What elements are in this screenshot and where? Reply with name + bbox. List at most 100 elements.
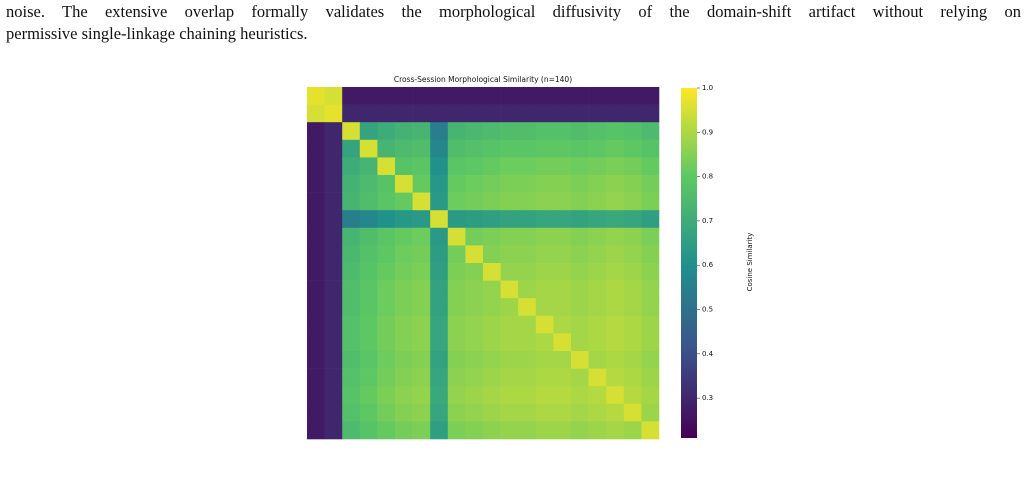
heatmap-cell (500, 227, 519, 246)
heatmap-cell (324, 210, 343, 229)
heatmap-cell (307, 263, 325, 281)
heatmap-cell (324, 403, 343, 422)
heatmap-cell (359, 386, 378, 405)
heatmap-cell (447, 421, 466, 440)
heatmap-cell (571, 245, 589, 264)
heatmap-cell (324, 245, 343, 264)
heatmap-cell (518, 157, 537, 176)
heatmap-cell (623, 87, 642, 105)
heatmap-cell (535, 368, 554, 387)
heatmap-cell (483, 368, 501, 387)
heatmap-cell (500, 139, 519, 158)
heatmap-cell (430, 298, 449, 317)
heatmap-cell (359, 157, 378, 176)
heatmap-cell (606, 403, 625, 422)
heatmap-cell (377, 139, 396, 158)
heatmap-cell (342, 192, 361, 211)
heatmap-cell (571, 104, 589, 123)
heatmap-cell (342, 263, 361, 281)
heatmap-cell (377, 157, 396, 176)
heatmap-cell (553, 157, 572, 176)
heatmap-cell (606, 386, 625, 405)
heatmap-cell (588, 227, 607, 246)
heatmap-cell (377, 104, 396, 123)
heatmap-cell (324, 351, 343, 369)
heatmap-cell (307, 139, 325, 158)
heatmap-cell (553, 386, 572, 405)
heatmap-cell (412, 351, 431, 369)
heatmap-cell (359, 245, 378, 264)
heatmap-cell (342, 210, 361, 229)
heatmap-cell (518, 403, 537, 422)
heatmap-cell (623, 386, 642, 405)
heatmap-cell (518, 175, 537, 193)
heatmap-cell (553, 315, 572, 334)
heatmap-cell (588, 192, 607, 211)
heatmap-cell (447, 333, 466, 352)
heatmap-cell (553, 87, 572, 105)
heatmap-cell (430, 87, 449, 105)
heatmap-cell (430, 421, 449, 440)
heatmap-cell (623, 333, 642, 352)
heatmap-cell (606, 421, 625, 440)
heatmap-cell (324, 157, 343, 176)
heatmap-cell (395, 298, 413, 317)
heatmap-cell (395, 175, 413, 193)
heatmap-cell (307, 245, 325, 264)
heatmap-cell (395, 368, 413, 387)
heatmap-cell (588, 104, 607, 123)
heatmap-cell (465, 263, 484, 281)
heatmap-cell (342, 104, 361, 123)
heatmap-cell (430, 175, 449, 193)
heatmap-cell (377, 280, 396, 299)
heatmap-cell (571, 421, 589, 440)
heatmap-cell (483, 104, 501, 123)
heatmap-cell (518, 263, 537, 281)
heatmap-cell (518, 139, 537, 158)
colorbar (681, 88, 697, 438)
colorbar-label: Cosine Similarity (746, 233, 754, 292)
heatmap-cell (307, 210, 325, 229)
heatmap-cell (465, 104, 484, 123)
heatmap-cell (553, 351, 572, 369)
heatmap-cell (430, 157, 449, 176)
heatmap-cell (553, 333, 572, 352)
heatmap-cell (535, 87, 554, 105)
heatmap-cell (518, 280, 537, 299)
heatmap-cell (535, 421, 554, 440)
heatmap-cell (500, 280, 519, 299)
heatmap-cell (307, 386, 325, 405)
heatmap-cell (641, 263, 660, 281)
heatmap-cell (553, 245, 572, 264)
heatmap-cell (465, 351, 484, 369)
heatmap-cell (553, 227, 572, 246)
heatmap-cell (447, 368, 466, 387)
heatmap-cell (623, 368, 642, 387)
heatmap-cell (412, 421, 431, 440)
heatmap-cell (359, 403, 378, 422)
heatmap-cell (307, 122, 325, 141)
heatmap-cell (641, 227, 660, 246)
heatmap-cell (483, 210, 501, 229)
heatmap-cell (641, 245, 660, 264)
heatmap-cell (518, 298, 537, 317)
heatmap-cell (535, 175, 554, 193)
heatmap-cell (623, 315, 642, 334)
heatmap-cell (447, 403, 466, 422)
heatmap-cell (359, 175, 378, 193)
heatmap-cell (359, 122, 378, 141)
heatmap-cell (324, 386, 343, 405)
heatmap-cell (447, 245, 466, 264)
heatmap-cell (623, 351, 642, 369)
heatmap-cell (623, 175, 642, 193)
heatmap-cell (535, 351, 554, 369)
heatmap-cell (465, 333, 484, 352)
heatmap-cell (500, 157, 519, 176)
heatmap-cell (535, 298, 554, 317)
heatmap-cell (623, 227, 642, 246)
heatmap-cell (342, 245, 361, 264)
heatmap-cell (430, 192, 449, 211)
heatmap-cell (500, 192, 519, 211)
heatmap-cell (518, 227, 537, 246)
heatmap-cell (588, 315, 607, 334)
